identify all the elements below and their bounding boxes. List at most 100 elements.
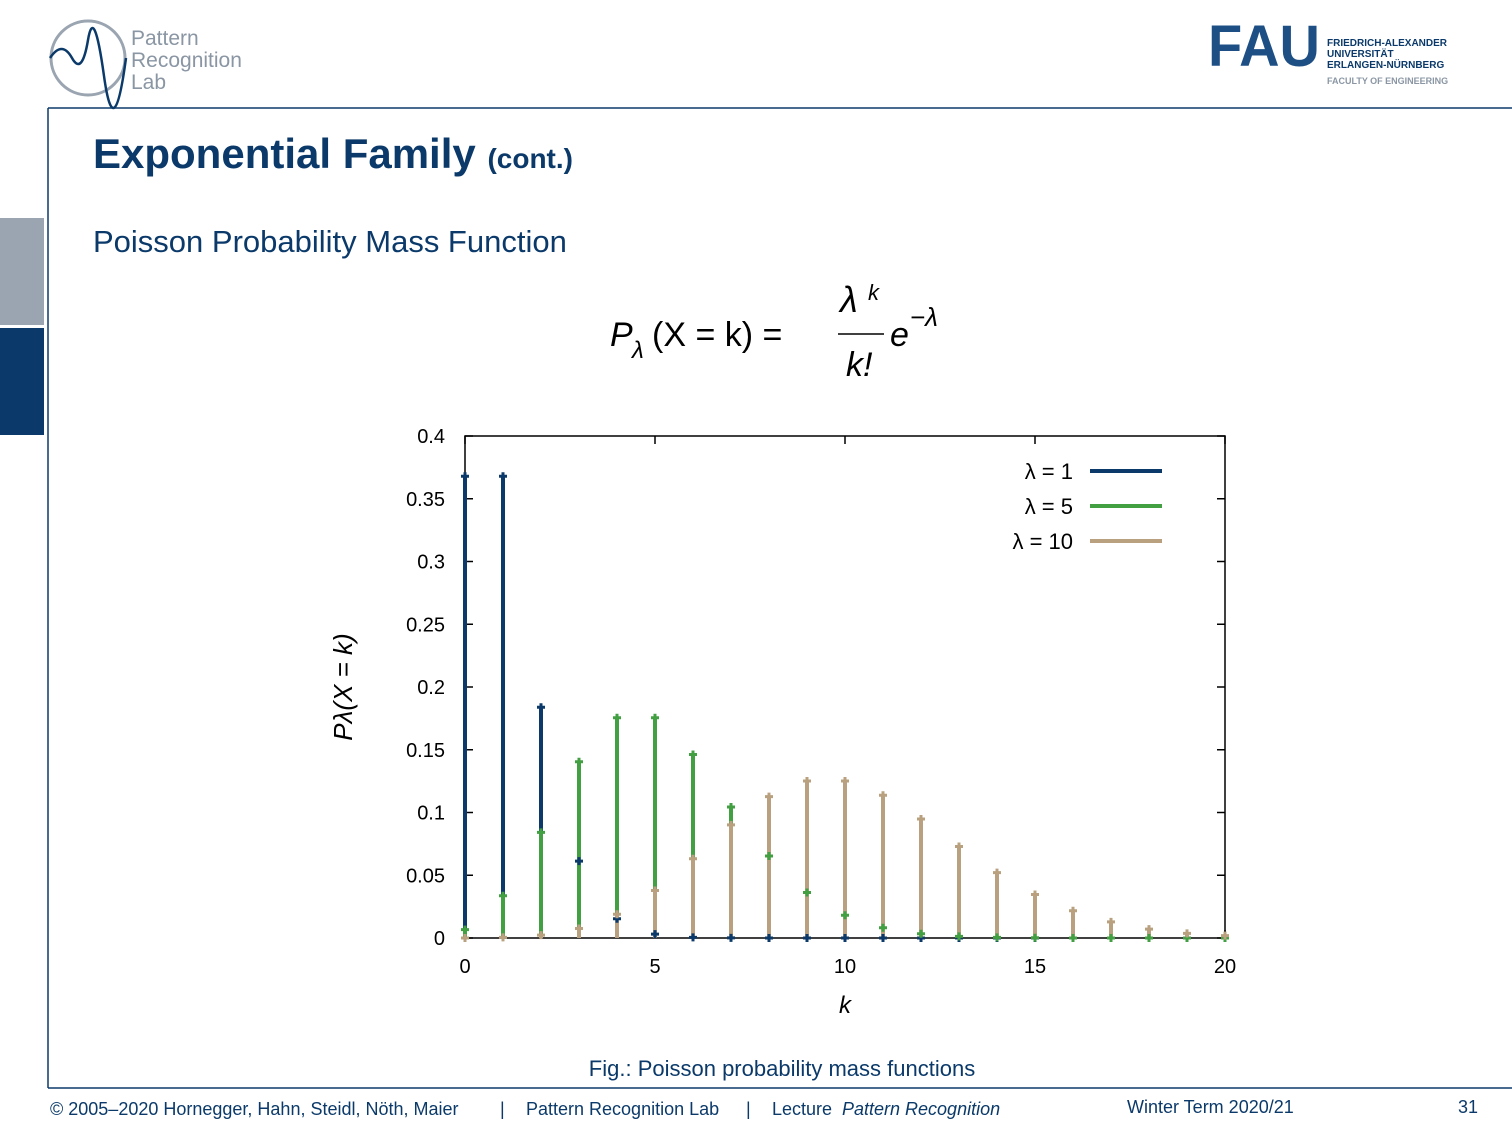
university-name: FRIEDRICH-ALEXANDER [1327, 38, 1448, 49]
formula-part: k [868, 280, 880, 305]
y-tick-label: 0.3 [417, 552, 445, 574]
x-tick-label: 5 [649, 956, 660, 978]
x-tick-label: 20 [1214, 956, 1236, 978]
x-axis-label: k [839, 992, 853, 1019]
stem-marker [499, 933, 507, 942]
title-main: Exponential Family [93, 130, 476, 177]
formula-part: λ [630, 337, 644, 364]
y-tick-label: 0 [434, 928, 445, 950]
stem-marker [803, 934, 811, 942]
footer: © 2005–2020 Hornegger, Hahn, Steidl, Nöt… [50, 1097, 1478, 1119]
footer-lab: Pattern Recognition Lab [526, 1099, 719, 1119]
stem-marker [841, 777, 849, 785]
y-tick-label: 0.35 [406, 489, 445, 511]
faculty-name: FACULTY OF ENGINEERING [1327, 76, 1448, 86]
stem-marker [575, 857, 583, 866]
y-tick-label: 0.2 [417, 677, 445, 699]
stem-marker [803, 777, 811, 785]
slide-subtitle: Poisson Probability Mass Function [93, 224, 567, 259]
stem-marker [689, 750, 697, 759]
formula-part: e [890, 316, 909, 354]
stem-marker [1069, 906, 1077, 915]
stem-marker [537, 828, 545, 837]
stem-marker [765, 792, 773, 801]
chart: 0 0.05 0.1 0.15 0.2 0.25 0.3 0.35 0.4 0 5 10 15 20 k Pλ… [328, 426, 1236, 1019]
stem-marker [575, 924, 583, 933]
stem-marker [879, 923, 887, 932]
stem-marker [461, 925, 469, 934]
university-name: ERLANGEN-NÜRNBERG [1327, 58, 1444, 71]
stem-marker [689, 854, 697, 863]
sidebar-block [0, 218, 44, 325]
formula-part: k! [846, 346, 873, 384]
stem-marker [955, 932, 963, 941]
fau-logo: FAU [1208, 14, 1320, 79]
stem-marker [1107, 934, 1115, 942]
stem-marker [499, 472, 507, 481]
stem-marker [727, 933, 735, 942]
stem-marker [727, 820, 735, 829]
formula-part: P [610, 316, 633, 354]
figure-caption: Fig.: Poisson probability mass functions [589, 1056, 975, 1081]
y-tick-label: 0.25 [406, 614, 445, 636]
y-tick-label: 0.1 [417, 803, 445, 825]
stem-marker [1031, 890, 1039, 899]
stem-marker [651, 886, 659, 895]
stem-marker [993, 933, 1001, 942]
stem-marker [917, 929, 925, 938]
stem-marker [575, 757, 583, 766]
lab-logo-text: Recognition [131, 49, 242, 72]
y-axis-label: Pλ(X = k) [328, 633, 358, 740]
footer-lecture-name: Pattern Recognition [842, 1099, 1000, 1119]
stem-marker [1221, 931, 1229, 940]
stem-marker [727, 802, 735, 811]
legend-label: λ = 10 [1012, 529, 1073, 554]
title-suffix: (cont.) [487, 143, 573, 174]
stem-marker [1031, 933, 1039, 942]
y-tick-label: 0.4 [417, 426, 445, 448]
stem-marker [841, 934, 849, 942]
stem-marker [1145, 934, 1153, 942]
stem-marker [879, 934, 887, 942]
slide-title: Exponential Family (cont.) [93, 130, 573, 177]
stem-marker [993, 868, 1001, 877]
lab-logo-text: Pattern [131, 27, 199, 50]
footer-separator: | [746, 1099, 751, 1119]
university-name: UNIVERSITÄT [1327, 47, 1394, 60]
stem-marker [765, 852, 773, 861]
formula: P λ (X = k) = λ k k! e −λ [610, 279, 938, 384]
legend-label: λ = 5 [1025, 494, 1073, 519]
y-tick-label: 0.05 [406, 865, 445, 887]
legend-label: λ = 1 [1025, 459, 1073, 484]
stem-marker [537, 703, 545, 712]
stem-marker [803, 888, 811, 897]
formula-part: −λ [910, 302, 938, 332]
lab-logo-text: Lab [131, 71, 166, 94]
stem-marker [613, 910, 621, 919]
stem-marker [461, 472, 469, 481]
stem-marker [955, 842, 963, 851]
footer-lecture: Lecture [772, 1099, 832, 1119]
x-tick-label: 0 [459, 956, 470, 978]
stem-marker [1145, 925, 1153, 934]
footer-page: 31 [1458, 1097, 1478, 1117]
stem-marker [537, 931, 545, 940]
x-tick-label: 15 [1024, 956, 1046, 978]
lab-logo-circle [49, 19, 127, 97]
stem-marker [1107, 917, 1115, 926]
stem-marker [1069, 934, 1077, 942]
sidebar-block [0, 328, 44, 435]
stem-marker [499, 891, 507, 900]
stem-marker [461, 934, 469, 942]
stem-marker [841, 911, 849, 920]
stem-marker [651, 930, 659, 939]
stem-marker [1183, 929, 1191, 938]
footer-separator: | [500, 1099, 505, 1119]
x-tick-label: 10 [834, 956, 856, 978]
footer-term: Winter Term 2020/21 [1127, 1097, 1294, 1117]
stem-marker [917, 815, 925, 824]
formula-part: λ [838, 279, 858, 320]
stem-marker [765, 934, 773, 942]
y-tick-label: 0.15 [406, 740, 445, 762]
